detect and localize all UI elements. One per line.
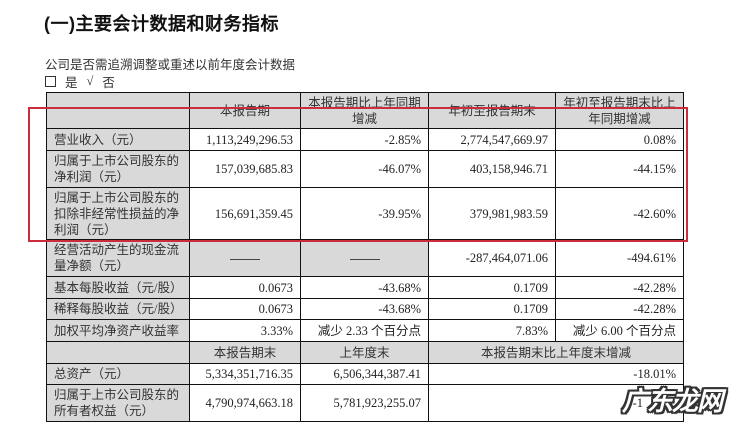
table-row: 归属于上市公司股东的净利润（元） 157,039,685.83 -46.07% … — [46, 150, 684, 188]
current-value: 0.0673 — [189, 276, 301, 299]
row-label: 归属于上市公司股东的扣除非经常性损益的净利润（元） — [46, 187, 190, 240]
row-label: 归属于上市公司股东的所有者权益（元） — [46, 384, 190, 422]
table-row: 基本每股收益（元/股） 0.0673 -43.68% 0.1709 -42.28… — [46, 276, 684, 299]
table-row: 加权平均净资产收益率 3.33% 减少 2.33 个百分点 7.83% 减少 6… — [46, 319, 684, 342]
current-value: 3.33% — [189, 319, 301, 342]
current-value: 0.0673 — [189, 298, 301, 320]
ytd-yoy-value: 减少 6.00 个百分点 — [555, 319, 684, 342]
table-row: 归属于上市公司股东的扣除非经常性损益的净利润（元） 156,691,359.45… — [46, 187, 684, 240]
yoy-value: -43.68% — [300, 276, 429, 299]
row-label: 加权平均净资产收益率 — [46, 319, 190, 342]
ytd-yoy-value: -44.15% — [555, 150, 684, 188]
ytd-value: 379,981,983.59 — [428, 187, 556, 240]
row-label: 归属于上市公司股东的净利润（元） — [46, 150, 190, 188]
table-row: 经营活动产生的现金流量净额（元） -287,464,071.06 -494.61… — [46, 239, 684, 277]
header-current-period: 本报告期 — [189, 92, 301, 129]
change-value: -1 — [428, 384, 684, 422]
balance-header-period-end: 本报告期末 — [189, 341, 301, 364]
check-mark-icon: √ — [86, 74, 94, 88]
dash-icon — [230, 258, 260, 260]
yoy-value: -43.68% — [300, 298, 429, 320]
balance-header-blank — [46, 341, 190, 364]
header-blank — [46, 92, 190, 129]
header-ytd: 年初至报告期末 — [428, 92, 556, 129]
watermark-logo: 广东龙网 — [622, 387, 723, 417]
ytd-yoy-value: -42.28% — [555, 298, 684, 320]
prior-year-end-value: 5,781,923,255.07 — [300, 384, 429, 422]
yoy-value-na — [300, 239, 429, 277]
restatement-choice: 是 √ 否 — [45, 72, 115, 91]
balance-header-prior-year-end: 上年度末 — [300, 341, 429, 364]
row-label: 经营活动产生的现金流量净额（元） — [46, 239, 190, 277]
row-label: 基本每股收益（元/股） — [46, 276, 190, 299]
prior-year-end-value: 6,506,344,387.41 — [300, 363, 429, 385]
current-value: 156,691,359.45 — [189, 187, 301, 240]
ytd-yoy-value: 0.08% — [555, 128, 684, 151]
ytd-value: -287,464,071.06 — [428, 239, 556, 277]
yoy-value: -39.95% — [300, 187, 429, 240]
dash-icon — [349, 258, 380, 260]
current-value-na — [189, 239, 301, 277]
restatement-question: 公司是否需追溯调整或重述以前年度会计数据 — [45, 58, 296, 72]
current-value: 157,039,685.83 — [189, 150, 301, 188]
ytd-value: 2,774,547,669.97 — [428, 128, 556, 151]
financial-indicators-table: 本报告期 本报告期比上年同期增减 年初至报告期末 年初至报告期末比上年同期增减 … — [46, 92, 684, 422]
yoy-value: -2.85% — [300, 128, 429, 151]
yes-label: 是 — [65, 76, 78, 90]
row-label: 营业收入（元） — [46, 128, 190, 151]
table-row: 归属于上市公司股东的所有者权益（元） 4,790,974,663.18 5,78… — [46, 384, 684, 422]
header-yoy-change: 本报告期比上年同期增减 — [300, 92, 429, 129]
ytd-value: 0.1709 — [428, 298, 556, 320]
table-row: 稀释每股收益（元/股） 0.0673 -43.68% 0.1709 -42.28… — [46, 298, 684, 320]
yes-checkbox-icon — [45, 76, 56, 87]
ytd-value: 403,158,946.71 — [428, 150, 556, 188]
balance-header-row: 本报告期末 上年度末 本报告期末比上年度末增减 — [46, 341, 684, 364]
section-title: (一)主要会计数据和财务指标 — [44, 14, 279, 34]
row-label: 稀释每股收益（元/股） — [46, 298, 190, 320]
ytd-yoy-value: -42.60% — [555, 187, 684, 240]
current-value: 1,113,249,296.53 — [189, 128, 301, 151]
period-end-value: 4,790,974,663.18 — [189, 384, 301, 422]
ytd-value: 0.1709 — [428, 276, 556, 299]
row-label: 总资产（元） — [46, 363, 190, 385]
ytd-value: 7.83% — [428, 319, 556, 342]
period-end-value: 5,334,351,716.35 — [189, 363, 301, 385]
no-label: 否 — [102, 76, 115, 90]
ytd-yoy-value: -42.28% — [555, 276, 684, 299]
balance-header-change: 本报告期末比上年度末增减 — [428, 341, 684, 364]
yoy-value: 减少 2.33 个百分点 — [300, 319, 429, 342]
table-header-row: 本报告期 本报告期比上年同期增减 年初至报告期末 年初至报告期末比上年同期增减 — [46, 92, 684, 129]
ytd-yoy-value: -494.61% — [555, 239, 684, 277]
yoy-value: -46.07% — [300, 150, 429, 188]
table-row: 营业收入（元） 1,113,249,296.53 -2.85% 2,774,54… — [46, 128, 684, 151]
table-row: 总资产（元） 5,334,351,716.35 6,506,344,387.41… — [46, 363, 684, 385]
header-ytd-yoy-change: 年初至报告期末比上年同期增减 — [555, 92, 684, 129]
